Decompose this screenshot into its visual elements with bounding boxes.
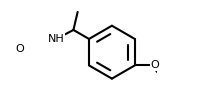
Text: NH: NH xyxy=(48,34,65,44)
Text: O: O xyxy=(16,44,24,54)
Text: O: O xyxy=(151,60,159,70)
